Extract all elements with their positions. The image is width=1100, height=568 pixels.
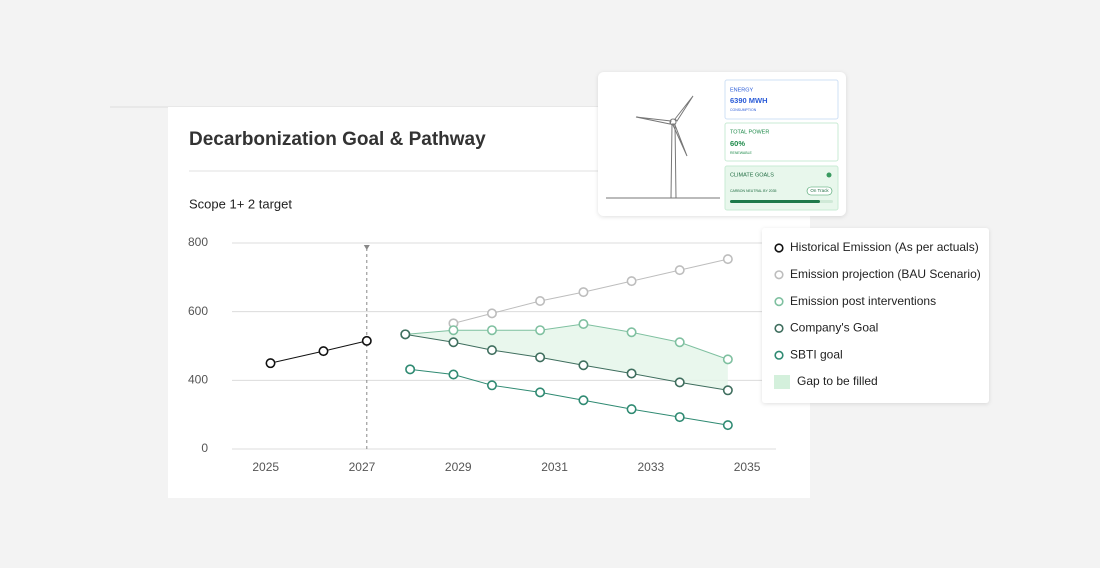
- legend-marker: [774, 323, 784, 334]
- data-point: [486, 308, 497, 319]
- card-note: CARBON NEUTRAL BY 2035: [730, 189, 777, 193]
- chart-subtitle: Scope 1+ 2 target: [189, 196, 292, 211]
- y-tick-label: 600: [188, 304, 208, 318]
- data-point: [626, 368, 637, 379]
- card-value: 60%: [730, 139, 745, 148]
- card-note: CONSUMPTION: [730, 108, 757, 112]
- power-card: [724, 122, 839, 162]
- card-label: TOTAL POWER: [730, 129, 769, 135]
- legend-label: Emission projection (BAU Scenario): [790, 267, 981, 281]
- goals-card: [724, 165, 839, 211]
- legend-label: Emission post interventions: [790, 294, 936, 308]
- series-line: [405, 323, 729, 360]
- data-point: [448, 325, 459, 336]
- icon: [826, 172, 832, 178]
- legend-box: [762, 228, 989, 403]
- data-point: [486, 380, 497, 391]
- card-status: On Track: [810, 188, 829, 193]
- data-point: [722, 420, 733, 431]
- widget: ENERGY 6390 MWH CONSUMPTION TOTAL POWER …: [598, 72, 846, 216]
- data-point: [486, 345, 497, 356]
- legend-label: Company's Goal: [790, 321, 878, 335]
- plot: 0 400 600 800 2025 2027 2029 2031 2033 2035: [188, 235, 776, 474]
- series-line: [405, 333, 728, 391]
- legend-label: SBTI goal: [790, 347, 843, 361]
- data-point: [722, 385, 733, 396]
- legend-label: Gap to be filled: [797, 374, 878, 388]
- card-label: CLIMATE GOALS: [730, 172, 774, 178]
- data-point: [318, 346, 329, 357]
- x-tick-label: 2029: [445, 460, 472, 474]
- y-tick-label: 800: [188, 235, 208, 249]
- energy-card: [724, 79, 839, 120]
- card-value: 6390 MWH: [730, 96, 768, 105]
- x-tick-label: 2031: [541, 460, 568, 474]
- legend-swatch: [774, 375, 790, 389]
- data-point: [361, 335, 372, 346]
- data-point: [578, 287, 589, 298]
- y-tick-label: 0: [201, 441, 208, 455]
- legend-marker: [774, 350, 784, 360]
- current-arrow: [363, 245, 370, 250]
- data-point: [405, 364, 416, 375]
- legend-marker: [774, 297, 784, 307]
- data-point: [265, 358, 276, 369]
- progress-bar: [730, 200, 820, 203]
- card-note: RENEWABLE: [730, 151, 753, 155]
- data-point: [448, 369, 459, 380]
- data-point: [535, 352, 546, 363]
- data-point: [578, 319, 589, 330]
- data-point: [535, 325, 546, 336]
- x-tick-label: 2025: [252, 460, 279, 474]
- data-point: [535, 387, 546, 398]
- legend: Historical Emission (As per actuals) Emis…: [762, 228, 989, 403]
- data-point: [578, 395, 589, 406]
- card-label: ENERGY: [730, 87, 754, 93]
- data-point: [674, 377, 685, 388]
- status-pill: [806, 186, 833, 196]
- x-tick-label: 2027: [349, 460, 376, 474]
- data-point: [626, 276, 637, 287]
- turbine: [606, 95, 720, 199]
- chart-title: Decarbonization Goal & Pathway: [189, 129, 486, 150]
- data-point: [535, 296, 546, 307]
- data-point: [400, 329, 411, 340]
- gap-area: [405, 324, 728, 391]
- x-tick-label: 2035: [734, 460, 761, 474]
- data-point: [486, 325, 497, 336]
- legend-label: Historical Emission (As per actuals): [790, 240, 979, 254]
- data-point: [722, 354, 733, 365]
- legend-marker: [774, 270, 784, 280]
- data-point: [674, 412, 685, 423]
- data-point: [722, 254, 733, 265]
- y-tick-label: 400: [188, 373, 208, 387]
- data-point: [448, 337, 459, 348]
- x-tick-label: 2033: [637, 460, 664, 474]
- series-line: [410, 368, 728, 426]
- data-point: [674, 337, 685, 348]
- legend-marker: [774, 243, 784, 253]
- data-point: [626, 327, 637, 338]
- data-point: [626, 404, 637, 415]
- data-point: [578, 360, 589, 371]
- data-point: [674, 265, 685, 276]
